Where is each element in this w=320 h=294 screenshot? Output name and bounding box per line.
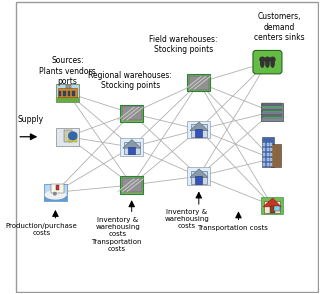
FancyBboxPatch shape [191,124,207,137]
Text: Inventory &
warehousing
costs: Inventory & warehousing costs [96,217,140,237]
FancyBboxPatch shape [44,196,67,201]
FancyBboxPatch shape [59,91,61,96]
Circle shape [264,56,270,63]
FancyBboxPatch shape [16,2,318,292]
FancyBboxPatch shape [128,147,135,154]
Text: Transportation costs: Transportation costs [197,225,268,230]
Ellipse shape [45,191,66,199]
FancyBboxPatch shape [63,91,66,96]
Text: Supply: Supply [17,115,44,123]
FancyBboxPatch shape [267,163,269,166]
FancyBboxPatch shape [44,183,67,201]
FancyBboxPatch shape [267,143,269,146]
FancyBboxPatch shape [56,185,60,190]
Text: Sources:
Plants vendors
ports: Sources: Plants vendors ports [39,56,96,86]
FancyBboxPatch shape [274,206,280,211]
Ellipse shape [265,59,270,68]
FancyBboxPatch shape [263,158,265,161]
FancyBboxPatch shape [263,143,265,146]
Circle shape [259,56,265,63]
FancyBboxPatch shape [263,163,265,166]
Text: Field warehouses:
Stocking points: Field warehouses: Stocking points [149,35,218,54]
FancyBboxPatch shape [67,85,68,88]
Text: Customers,
demand
centers sinks: Customers, demand centers sinks [254,12,305,42]
FancyBboxPatch shape [271,144,281,167]
FancyBboxPatch shape [56,84,79,102]
FancyBboxPatch shape [196,176,202,184]
Ellipse shape [270,59,275,68]
FancyBboxPatch shape [267,148,269,151]
Text: Transportation
costs: Transportation costs [91,239,142,252]
FancyBboxPatch shape [262,137,274,167]
FancyBboxPatch shape [188,121,210,138]
FancyBboxPatch shape [263,148,265,151]
FancyBboxPatch shape [188,168,210,185]
FancyBboxPatch shape [270,163,272,166]
FancyBboxPatch shape [270,153,272,156]
FancyBboxPatch shape [262,109,282,112]
FancyBboxPatch shape [263,153,265,156]
FancyBboxPatch shape [188,74,210,91]
Text: Inventory &
warehousing
costs: Inventory & warehousing costs [164,209,209,229]
Circle shape [69,132,77,140]
FancyBboxPatch shape [122,178,141,192]
FancyBboxPatch shape [267,153,269,156]
Polygon shape [263,198,281,207]
FancyBboxPatch shape [264,201,281,213]
FancyBboxPatch shape [262,114,282,118]
Circle shape [269,56,276,63]
Text: Production/purchase
costs: Production/purchase costs [6,223,77,236]
FancyBboxPatch shape [262,103,282,106]
FancyBboxPatch shape [191,171,207,184]
FancyBboxPatch shape [124,142,140,154]
FancyBboxPatch shape [267,158,269,161]
FancyBboxPatch shape [270,158,272,161]
FancyBboxPatch shape [68,91,70,96]
FancyBboxPatch shape [253,51,282,74]
FancyBboxPatch shape [270,143,272,146]
Polygon shape [123,140,141,148]
FancyBboxPatch shape [69,85,71,88]
Ellipse shape [260,59,265,68]
FancyBboxPatch shape [260,197,284,214]
Text: Regional warehouses:
Stocking points: Regional warehouses: Stocking points [88,71,172,90]
FancyBboxPatch shape [120,138,143,156]
Polygon shape [190,122,208,131]
FancyBboxPatch shape [56,97,79,102]
FancyBboxPatch shape [260,103,284,121]
FancyBboxPatch shape [120,176,143,194]
Circle shape [53,193,56,195]
FancyBboxPatch shape [270,148,272,151]
FancyBboxPatch shape [64,130,72,142]
FancyBboxPatch shape [52,184,64,193]
FancyBboxPatch shape [270,206,275,213]
FancyBboxPatch shape [69,133,77,142]
FancyBboxPatch shape [73,91,75,96]
FancyBboxPatch shape [120,105,143,122]
FancyBboxPatch shape [122,106,141,120]
FancyBboxPatch shape [58,88,77,97]
Polygon shape [190,169,208,177]
FancyBboxPatch shape [189,76,209,90]
FancyBboxPatch shape [56,128,79,146]
FancyBboxPatch shape [196,129,202,137]
